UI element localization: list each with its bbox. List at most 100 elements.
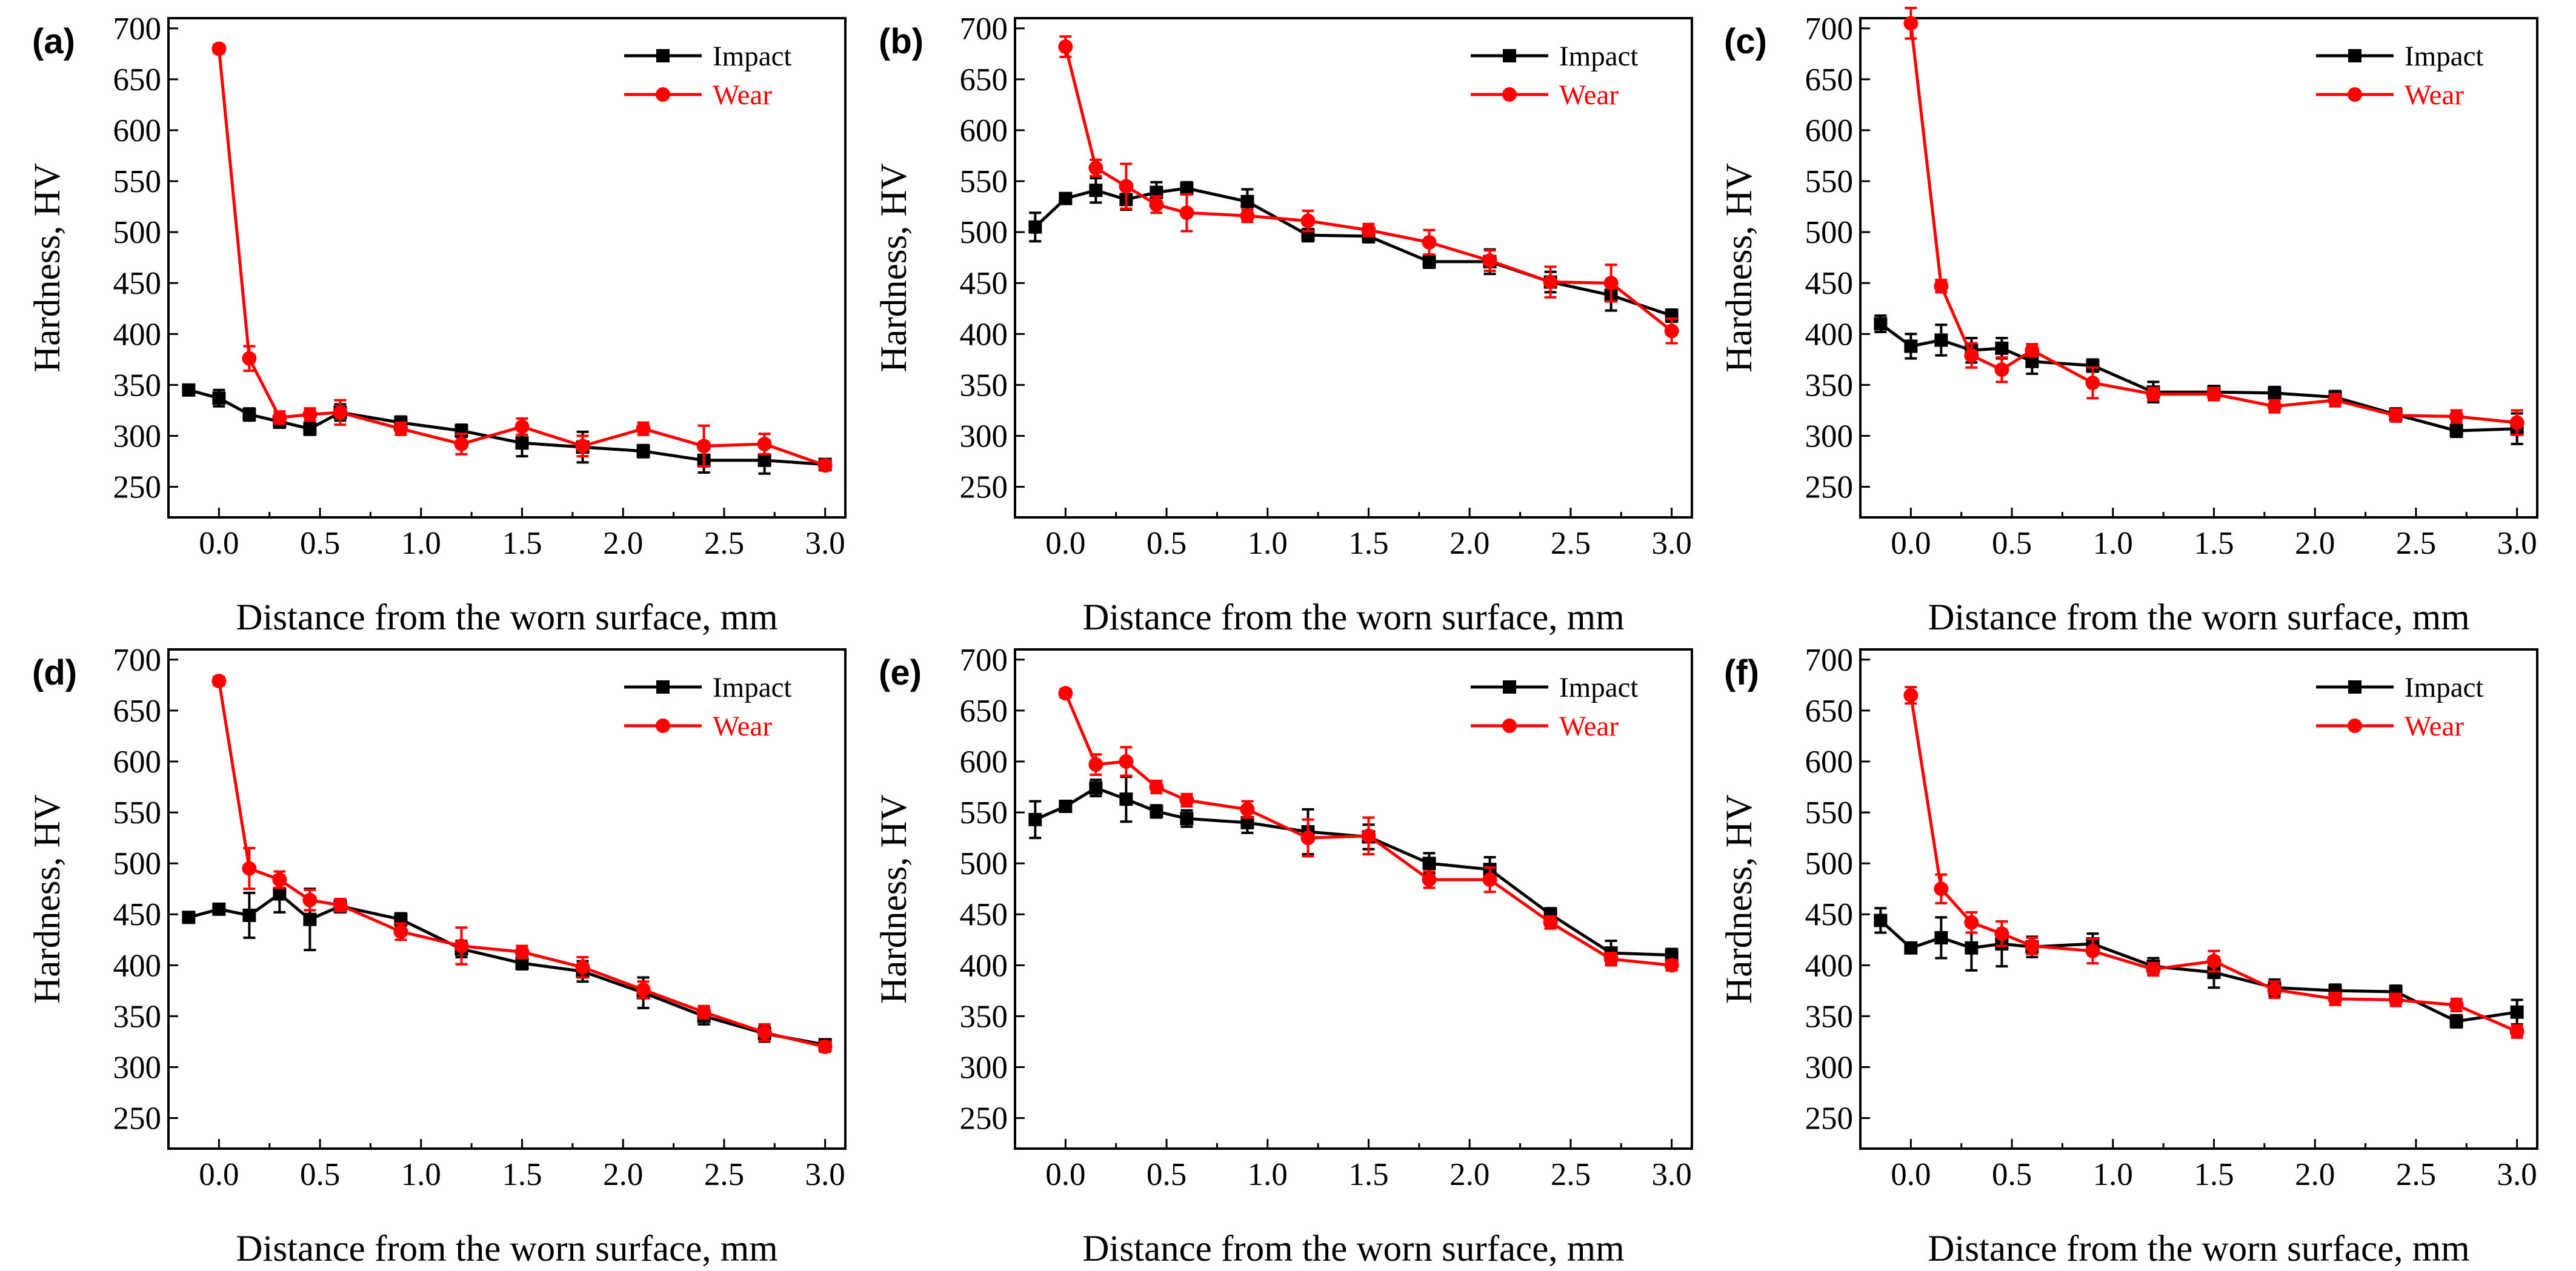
data-point — [302, 407, 318, 422]
data-point — [242, 408, 256, 422]
y-tick-label: 250 — [960, 1101, 1008, 1137]
legend: Impact Wear — [1471, 672, 1639, 742]
legend-marker — [2348, 49, 2361, 62]
y-tick-label: 450 — [960, 897, 1008, 932]
y-tick-label: 400 — [960, 317, 1008, 352]
data-point — [302, 892, 318, 908]
chart-panel: 0.0 0.5 1.0 1.5 2.0 2.5 3.0 250 300 350 400 450 500 5… — [1719, 7, 2538, 638]
y-tick-label: 300 — [113, 1050, 162, 1085]
x-tick-label: 3.0 — [805, 1157, 845, 1192]
y-tick-label: 700 — [113, 643, 162, 678]
legend-label: Impact — [1559, 41, 1639, 72]
series-wear — [1058, 35, 1679, 345]
data-point — [242, 908, 256, 922]
legend-marker — [656, 718, 670, 733]
x-tick-label: 1.0 — [401, 1157, 441, 1192]
chart-panel: 0.0 0.5 1.0 1.5 2.0 2.5 3.0 250 300 350 400 450 500 5… — [874, 643, 1693, 1269]
data-point — [393, 924, 408, 939]
data-point — [1664, 324, 1679, 339]
legend-marker — [1503, 49, 1516, 62]
data-point — [1664, 958, 1679, 973]
panel-label: (f) — [1724, 653, 1759, 692]
series-line — [1034, 187, 1672, 317]
x-tick-label: 2.5 — [704, 526, 744, 561]
legend-label: Wear — [713, 711, 772, 742]
x-tick-label: 2.0 — [603, 1157, 643, 1192]
y-tick-label: 300 — [113, 419, 162, 454]
data-point — [1904, 941, 1918, 955]
y-axis-label: Hardness, HV — [1719, 794, 1760, 1004]
y-tick-label: 250 — [113, 1101, 162, 1137]
x-tick-label: 0.0 — [1045, 526, 1085, 561]
legend-label: Impact — [2405, 41, 2484, 72]
x-tick-label: 0.0 — [199, 1157, 239, 1192]
x-tick-label: 3.0 — [1652, 526, 1692, 561]
y-axis-label: Hardness, HV — [27, 794, 68, 1004]
legend-label: Wear — [713, 79, 772, 111]
data-point — [2328, 991, 2343, 1006]
x-tick-label: 2.5 — [704, 1157, 744, 1192]
data-point — [2025, 938, 2040, 954]
y-tick-label: 550 — [960, 164, 1008, 199]
x-tick-label: 1.5 — [1348, 526, 1388, 561]
data-point — [1964, 915, 1979, 930]
x-tick-label: 1.5 — [502, 526, 542, 561]
data-point — [182, 911, 196, 924]
data-point — [2146, 962, 2161, 977]
x-tick-label: 1.5 — [2194, 526, 2234, 561]
y-tick-label: 400 — [113, 317, 162, 352]
x-tick-label: 3.0 — [1652, 1157, 1692, 1192]
data-point — [1422, 857, 1436, 871]
legend-label: Impact — [2405, 672, 2484, 703]
plot-frame — [167, 648, 847, 1150]
y-tick-label: 250 — [1805, 470, 1854, 505]
data-point — [2449, 1014, 2463, 1028]
y-tick-label: 650 — [960, 694, 1008, 729]
data-point — [1994, 362, 2009, 377]
data-point — [1088, 757, 1103, 772]
x-tick-label: 0.0 — [1891, 1157, 1931, 1192]
y-tick-label: 400 — [960, 948, 1008, 983]
data-point — [1089, 781, 1103, 795]
series-wear — [1058, 686, 1679, 973]
data-point — [2449, 424, 2463, 438]
legend-marker — [656, 680, 670, 694]
x-axis-label: Distance from the worn surface, mm — [236, 1229, 777, 1269]
x-tick-label: 2.5 — [2396, 526, 2436, 561]
y-tick-label: 600 — [960, 745, 1008, 780]
x-tick-label: 0.5 — [300, 526, 340, 561]
data-point — [1028, 220, 1042, 234]
data-point — [515, 436, 529, 450]
x-axis-label: Distance from the worn surface, mm — [1928, 597, 2469, 638]
x-tick-label: 2.0 — [2295, 526, 2335, 561]
x-axis-label: Distance from the worn surface, mm — [1928, 1229, 2469, 1269]
panel-label: (d) — [32, 653, 77, 692]
y-tick-label: 600 — [1805, 113, 1854, 148]
y-tick-label: 500 — [960, 215, 1008, 250]
series-wear — [211, 674, 833, 1054]
data-point — [182, 383, 196, 397]
y-tick-label: 450 — [113, 266, 162, 301]
data-point — [1543, 274, 1558, 290]
data-point — [514, 944, 530, 960]
data-point — [1088, 161, 1103, 176]
series-wear — [211, 41, 833, 473]
data-point — [757, 1025, 772, 1040]
data-point — [1059, 799, 1073, 813]
y-tick-label: 350 — [960, 368, 1008, 403]
x-tick-label: 3.0 — [805, 526, 845, 561]
data-point — [1874, 914, 1888, 928]
data-point — [1965, 941, 1979, 955]
data-point — [333, 898, 348, 913]
y-axis-label: Hardness, HV — [1719, 163, 1760, 373]
x-tick-label: 0.0 — [1891, 526, 1931, 561]
data-point — [211, 41, 227, 56]
data-point — [2388, 408, 2403, 423]
y-tick-label: 450 — [1805, 897, 1854, 932]
y-tick-label: 300 — [1805, 419, 1854, 454]
data-point — [757, 436, 772, 451]
series-impact — [1028, 775, 1679, 967]
x-axis-label: Distance from the worn surface, mm — [1082, 597, 1624, 638]
y-tick-label: 600 — [1805, 745, 1854, 780]
data-point — [1028, 812, 1042, 826]
